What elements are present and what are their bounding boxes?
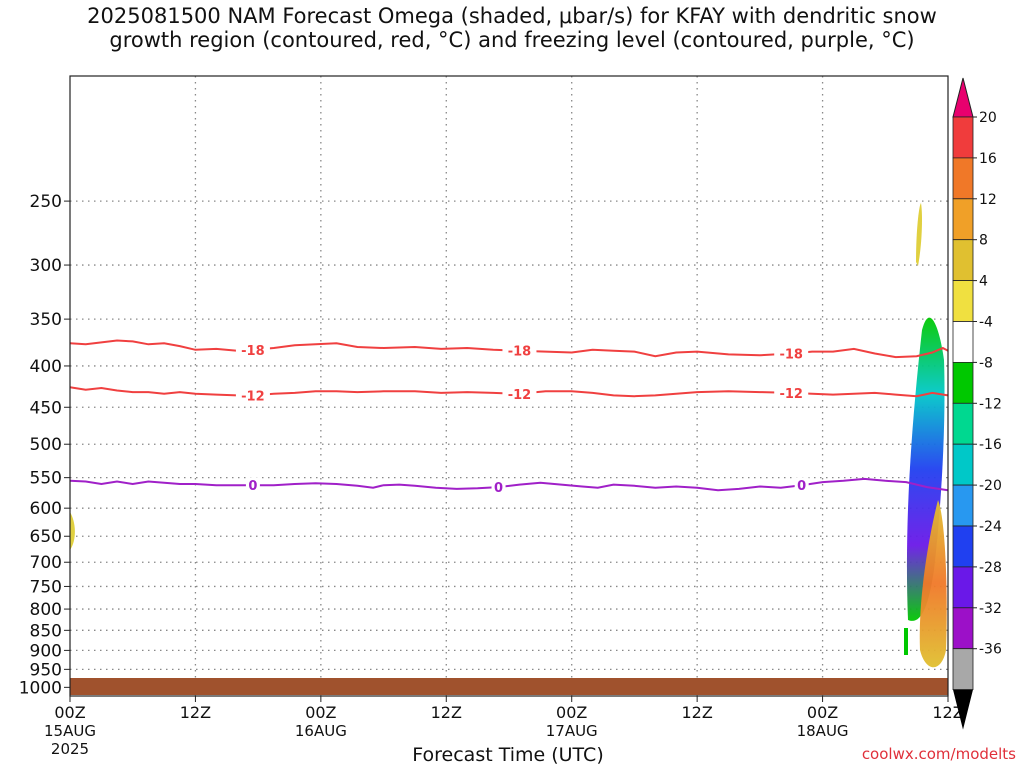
ground-surface — [70, 678, 948, 695]
plot-frame — [69, 75, 949, 697]
colorbar-cell-11 — [952, 525, 974, 568]
low-upward-area — [904, 628, 908, 655]
contour-label--18-1: -18 — [508, 345, 532, 360]
title-line-1: 2025081500 NAM Forecast Omega (shaded, μ… — [87, 4, 937, 28]
contour-label-0-1: 0 — [494, 481, 503, 496]
x-tick-date-24: 16AUG — [295, 722, 347, 740]
contour-label--12-1: -12 — [508, 388, 532, 403]
colorbar-cell-3 — [952, 198, 974, 241]
edge-downward-area — [70, 512, 75, 550]
omega-shading — [70, 203, 947, 668]
x-tick-date-72: 18AUG — [797, 722, 849, 740]
x-tick-label-0: 00Z — [54, 703, 85, 722]
contour-label--12-0: -12 — [241, 389, 265, 404]
y-tick-label-550: 550 — [30, 469, 62, 489]
contour-label--18-2: -18 — [779, 347, 803, 362]
contour-label-bg--18-1 — [502, 342, 537, 359]
colorbar-label-2: 12 — [979, 192, 997, 208]
colorbar-cell-9 — [952, 443, 974, 486]
contour-label-bg-0-0 — [245, 477, 260, 494]
contour-line-0 — [69, 477, 949, 492]
colorbar-cell-14 — [952, 648, 974, 691]
upper-downward-area — [916, 203, 922, 266]
x-axis-label-text: Forecast Time (UTC) — [412, 744, 604, 766]
y-tick-label-800: 800 — [30, 600, 62, 620]
contour-label-bg--12-1 — [502, 385, 537, 402]
y-tick-label-900: 900 — [30, 641, 62, 661]
y-tick-label-1000: 1000 — [19, 678, 62, 698]
colorbar-label-7: -12 — [979, 396, 1002, 412]
contour-line--12 — [69, 386, 949, 398]
colorbar-label-8: -16 — [979, 437, 1002, 453]
x-tick-label-60: 12Z — [681, 703, 712, 722]
x-tick-label-84: 12Z — [932, 703, 963, 722]
contour-label-0-0: 0 — [248, 479, 257, 494]
x-tick-label-72: 00Z — [807, 703, 838, 722]
colorbar-cell-10 — [952, 484, 974, 527]
contour-line--18 — [69, 339, 949, 359]
x-tick-year-0: 2025 — [51, 740, 89, 758]
colorbar-cell-6 — [952, 321, 974, 363]
y-tick-label-650: 650 — [30, 527, 62, 547]
y-tick-label-850: 850 — [30, 621, 62, 641]
contour-lines: -18 -18 -18 -12 -12 -12 0 0 0 — [69, 339, 949, 496]
downward-motion-area — [919, 500, 947, 668]
colorbar-cell-2 — [952, 157, 974, 200]
colorbar-cell-13 — [952, 607, 974, 650]
contour-label-bg--18-0 — [235, 341, 270, 358]
x-tick-date-48: 17AUG — [546, 722, 598, 740]
contour-label-0-2: 0 — [797, 479, 806, 494]
colorbar-cell-1 — [952, 116, 974, 159]
contour-label--12-2: -12 — [779, 387, 803, 402]
colorbar-cell-7 — [952, 361, 974, 404]
colorbar-label-4: 4 — [979, 274, 988, 290]
x-tick-label-24: 00Z — [305, 703, 336, 722]
colorbar-cell-8 — [952, 402, 974, 445]
colorbar-label-12: -32 — [979, 601, 1002, 617]
colorbar-cell-4 — [952, 239, 974, 281]
title-line-2: growth region (contoured, red, °C) and f… — [109, 28, 915, 52]
x-tick-label-48: 00Z — [556, 703, 587, 722]
contour-label-bg--18-2 — [774, 345, 809, 362]
x-tick-label-12: 12Z — [180, 703, 211, 722]
y-tick-label-400: 400 — [30, 357, 62, 377]
credit-text: coolwx.com/modelts — [861, 745, 1016, 763]
y-tick-label-450: 450 — [30, 398, 62, 418]
x-tick-label-36: 12Z — [431, 703, 462, 722]
contour-label-bg--12-0 — [235, 387, 270, 404]
y-tick-label-950: 950 — [30, 660, 62, 680]
y-tick-label-350: 350 — [30, 310, 62, 330]
colorbar-label-9: -20 — [979, 478, 1002, 494]
contour-label-bg--12-2 — [774, 384, 809, 401]
contour-label-bg-0-2 — [794, 477, 809, 494]
colorbar-label-10: -24 — [979, 519, 1002, 535]
colorbar-label-3: 8 — [979, 233, 988, 249]
chart-title: 2025081500 NAM Forecast Omega (shaded, μ… — [0, 4, 1024, 52]
y-tick-label-700: 700 — [30, 553, 62, 573]
y-tick-label-600: 600 — [30, 499, 62, 519]
colorbar-label-11: -28 — [979, 560, 1002, 576]
colorbar-cell-12 — [952, 566, 974, 609]
y-tick-label-500: 500 — [30, 435, 62, 455]
contour-label--18-0: -18 — [241, 344, 265, 359]
y-axis-ticks: 2503003504004505005506006507007508008509… — [19, 192, 70, 698]
colorbar-label-0: 20 — [979, 110, 997, 126]
x-tick-date-0: 15AUG — [44, 722, 96, 740]
colorbar-cell-5 — [952, 280, 974, 322]
x-axis-label: Forecast Time (UTC) — [0, 744, 1016, 766]
colorbar-label-13: -36 — [979, 642, 1002, 658]
y-tick-label-250: 250 — [30, 192, 62, 212]
contour-label-bg-0-1 — [491, 479, 506, 496]
y-tick-label-300: 300 — [30, 256, 62, 276]
colorbar-label-6: -8 — [979, 355, 993, 371]
colorbar-top-arrow — [952, 77, 974, 118]
y-tick-label-750: 750 — [30, 577, 62, 597]
colorbar-label-1: 16 — [979, 151, 997, 167]
colorbar: 20 16 12 8 4 -4 -8 -12 -16 -20 -24 -28 -32 -36 — [952, 77, 1002, 730]
colorbar-label-5: -4 — [979, 315, 993, 331]
colorbar-bottom-arrow — [953, 689, 973, 730]
